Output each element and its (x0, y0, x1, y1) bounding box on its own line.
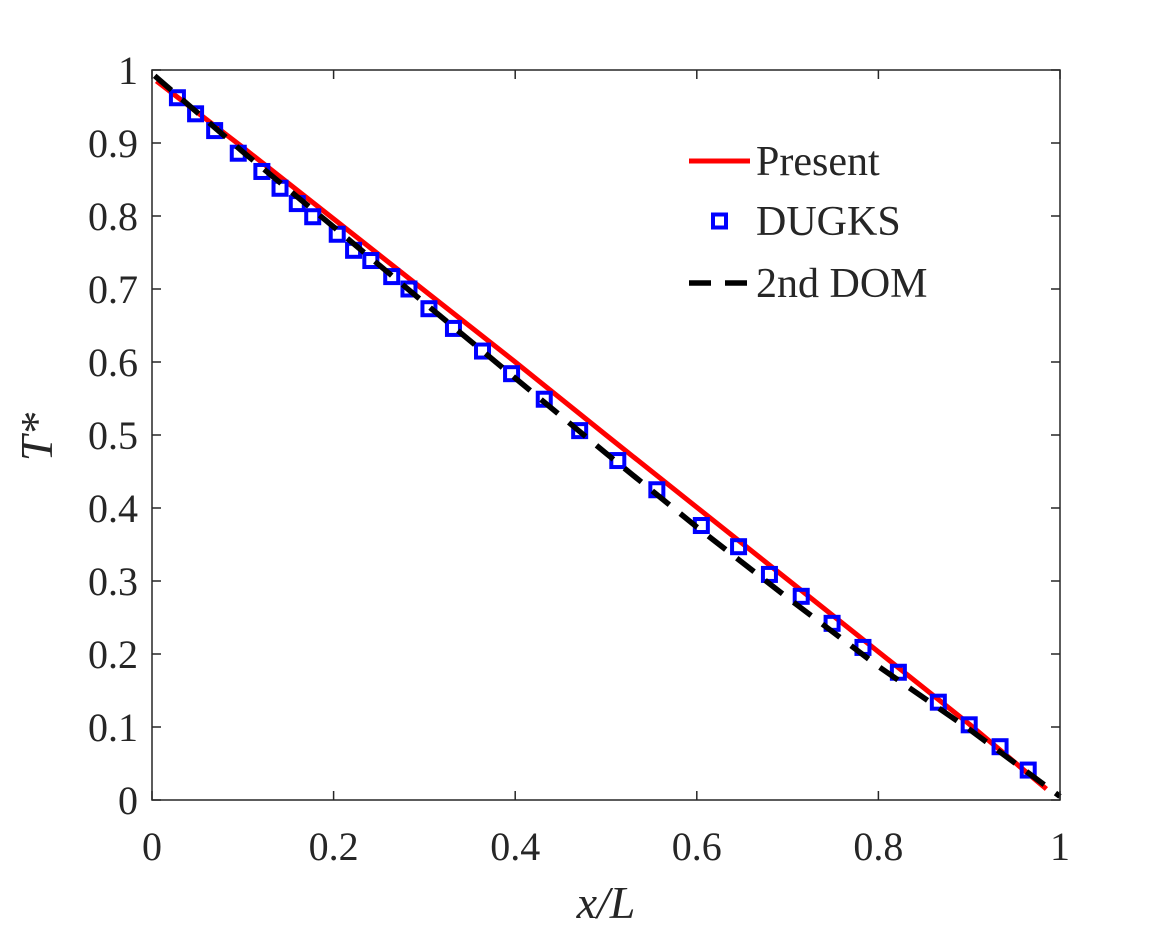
x-tick-label: 0.4 (490, 824, 540, 869)
legend-swatch-dugks (711, 212, 728, 230)
series-line-0 (154, 79, 1049, 791)
y-tick-label: 0.6 (88, 340, 138, 385)
legend-label: 2nd DOM (756, 261, 928, 307)
x-tick-label: 0 (142, 824, 162, 869)
x-tick-label: 0.8 (853, 824, 903, 869)
dugks-marker (400, 280, 418, 298)
x-tick-label: 1 (1050, 824, 1070, 869)
legend-label: DUGKS (756, 199, 901, 245)
x-axis-label: x/L (576, 877, 636, 928)
dugks-marker (474, 342, 492, 360)
y-tick-label: 0.4 (88, 486, 138, 531)
series-line-2 (152, 73, 1062, 799)
dugks-marker (730, 538, 748, 556)
dugks-marker (444, 319, 462, 337)
y-tick-label: 0.2 (88, 632, 138, 677)
dugks-marker (760, 565, 778, 583)
series-lines-layer (154, 79, 1049, 791)
legend-label: Present (756, 139, 880, 185)
axis-ticks-layer (151, 69, 1061, 801)
dugks-marker (571, 422, 589, 440)
y-tick-label: 1 (118, 48, 138, 93)
dugks-marker (383, 268, 401, 286)
tick-labels-layer: 0 0.2 0.4 0.6 0.8 1 0 0.1 0.2 0.3 0.4 0.5 0.6 0.7 0.8 0… (88, 48, 1070, 869)
dugks-marker (792, 587, 810, 605)
y-tick-label: 0.3 (88, 559, 138, 604)
legend: Present DUGKS 2nd DOM (689, 139, 928, 307)
y-tick-label: 0.5 (88, 413, 138, 458)
y-tick-label: 0.8 (88, 194, 138, 239)
x-tick-label: 0.6 (672, 824, 722, 869)
dugks-marker (503, 365, 521, 383)
y-tick-label: 0.7 (88, 267, 138, 312)
dugks-marker (187, 105, 205, 123)
dugks-marker (304, 208, 322, 226)
dugks-marker (1019, 761, 1037, 779)
y-tick-label: 0.1 (88, 705, 138, 750)
y-tick-label: 0.9 (88, 121, 138, 166)
y-axis-label: T* (11, 413, 62, 462)
dugks-marker (929, 693, 947, 711)
y-tick-label: 0 (118, 778, 138, 823)
x-tick-label: 0.2 (309, 824, 359, 869)
